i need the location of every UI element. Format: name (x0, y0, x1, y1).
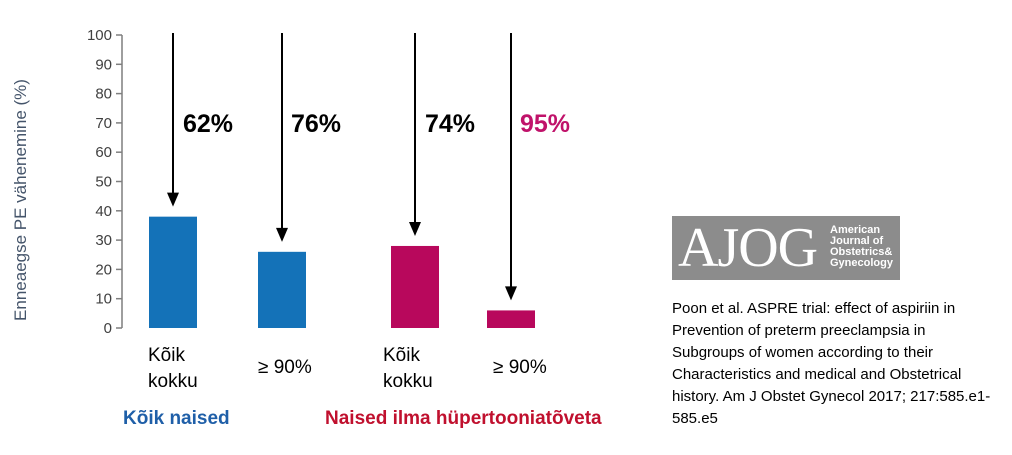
y-tick-label: 30 (95, 232, 112, 249)
category-label: Kõik kokku (148, 345, 198, 392)
reduction-arrows: 62% 76% 74% 95% (167, 33, 570, 301)
y-tick-label: 10 (95, 291, 112, 308)
logo-wordmark: AJOG (678, 217, 818, 279)
bar (149, 216, 197, 328)
citation-text: Poon et al. ASPRE trial: effect of aspir… (672, 300, 991, 427)
category-label: Kõik kokku (383, 345, 433, 392)
category-label: ≥ 90% (258, 357, 312, 378)
y-tick-label: 90 (95, 56, 112, 73)
category-label: ≥ 90% (493, 357, 547, 378)
bar (487, 310, 535, 328)
reduction-arrow-head (276, 227, 288, 242)
reduction-arrow-head (167, 192, 179, 207)
ajog-logo: AJOG American Journal of Obstetrics& Gyn… (672, 216, 900, 280)
reduction-label: 76% (291, 110, 341, 138)
bar (391, 245, 439, 328)
reduction-label: 62% (183, 110, 233, 138)
group-label-no-hypertension: Naised ilma hüpertooniatõveta (325, 408, 602, 429)
y-axis-label: Enneaegse PE vähenemine (%) (11, 79, 30, 321)
y-tick-label: 40 (95, 203, 112, 220)
y-tick-label: 50 (95, 174, 112, 191)
reduction-arrow-head (505, 286, 517, 301)
y-axis: 0 10 20 30 40 50 60 70 80 90 100 (87, 27, 123, 337)
y-tick-label: 80 (95, 86, 112, 103)
reduction-arrow-head (409, 221, 421, 236)
y-tick-label: 0 (104, 320, 112, 337)
y-axis-title: Enneaegse PE vähenemine (%) (11, 79, 30, 321)
group-label-all-women: Kõik naised (123, 408, 230, 429)
y-tick-label: 70 (95, 115, 112, 132)
reduction-label: 95% (520, 110, 570, 138)
y-tick-label: 100 (87, 27, 112, 44)
logo-journal-name: American Journal of Obstetrics& Gynecolo… (830, 224, 893, 269)
bar (258, 251, 306, 328)
reduction-label: 74% (425, 110, 475, 138)
y-tick-label: 20 (95, 261, 112, 278)
y-tick-label: 60 (95, 144, 112, 161)
bars: Kõik kokku ≥ 90% Kõik kokku ≥ 90% (148, 216, 547, 392)
